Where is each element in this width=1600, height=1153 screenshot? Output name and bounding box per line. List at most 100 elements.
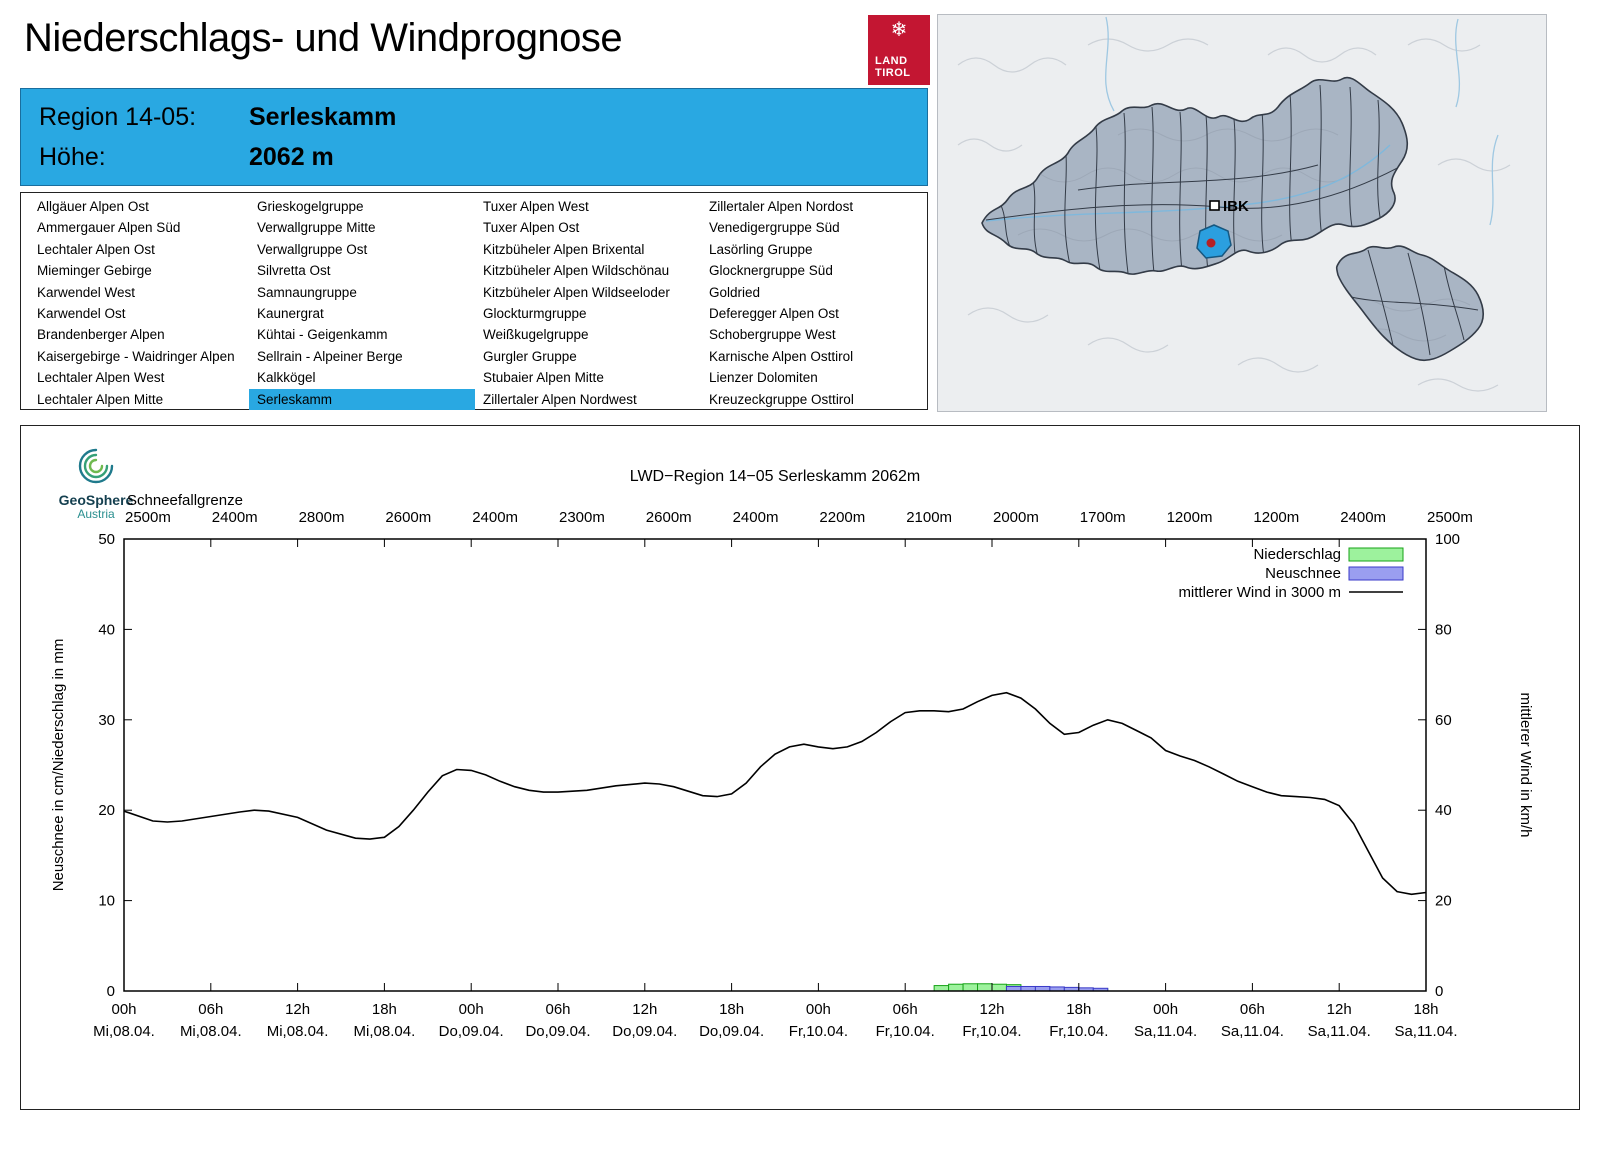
snowline-value: 1700m xyxy=(1080,509,1126,526)
y-left-axis-title: Neuschnee in cm/Niederschlag in mm xyxy=(50,639,67,892)
snowline-value: 2400m xyxy=(1340,509,1386,526)
region-list-item[interactable]: Kreuzeckgruppe Osttirol xyxy=(709,391,854,407)
snowline-value: 1200m xyxy=(1253,509,1299,526)
x-tick-time-label: 00h xyxy=(111,1001,136,1018)
page-title: Niederschlags- und Windprognose xyxy=(24,16,623,60)
x-tick-date-label: Sa,11.04. xyxy=(1134,1023,1197,1040)
region-list-item[interactable]: Kitzbüheler Alpen Brixental xyxy=(483,241,645,257)
region-list-item[interactable]: Venedigergruppe Süd xyxy=(709,220,840,236)
map-region-north-tirol[interactable] xyxy=(981,76,1409,275)
region-column-1: Allgäuer Alpen Ost Ammergauer Alpen Süd Le… xyxy=(29,196,249,409)
region-list-item[interactable]: Lechtaler Alpen Mitte xyxy=(37,391,164,407)
region-list-item[interactable]: Kaisergebirge - Waidringer Alpen xyxy=(37,348,235,364)
region-list-item[interactable]: Serleskamm xyxy=(249,388,475,410)
map-hillshade xyxy=(997,128,1351,242)
region-list-item[interactable]: Brandenberger Alpen xyxy=(37,327,165,343)
geosphere-spiral-icon xyxy=(78,448,114,484)
y-right-tick-label: 0 xyxy=(1435,983,1443,1000)
elevation-value: 2062 m xyxy=(249,143,334,171)
region-list-item[interactable]: Kitzbüheler Alpen Wildseeloder xyxy=(483,284,670,300)
region-list-item[interactable]: Zillertaler Alpen Nordwest xyxy=(483,391,637,407)
region-list-item[interactable]: Karwendel West xyxy=(37,284,136,300)
region-list-item[interactable]: Karnische Alpen Osttirol xyxy=(709,348,854,364)
legend-swatch xyxy=(1348,547,1404,562)
region-list-item[interactable]: Kitzbüheler Alpen Wildschönau xyxy=(483,263,670,279)
region-list-item[interactable]: Weißkugelgruppe xyxy=(483,327,589,343)
x-tick-time-label: 00h xyxy=(459,1001,484,1018)
snowline-value: 2800m xyxy=(299,509,345,526)
region-list-item[interactable]: Kaunergrat xyxy=(257,305,324,321)
x-tick-date-label: Do,09.04. xyxy=(699,1023,764,1040)
x-tick-date-label: Fr,10.04. xyxy=(876,1023,935,1040)
region-list-item[interactable]: Lechtaler Alpen Ost xyxy=(37,241,155,257)
region-list-item[interactable]: Sellrain - Alpeiner Berge xyxy=(257,348,403,364)
region-list-item[interactable]: Mieminger Gebirge xyxy=(37,263,152,279)
x-tick-time-label: 12h xyxy=(632,1001,657,1018)
region-list-item[interactable]: Verwallgruppe Ost xyxy=(257,241,368,257)
region-info-box: Region 14-05: Serleskamm Höhe: 2062 m xyxy=(20,88,928,186)
region-list-item[interactable]: Tuxer Alpen West xyxy=(483,199,589,214)
region-list-item[interactable]: Lasörling Gruppe xyxy=(709,241,813,257)
x-tick-time-label: 06h xyxy=(545,1001,570,1018)
region-list-item[interactable]: Tuxer Alpen Ost xyxy=(483,220,580,236)
region-list-item[interactable]: Goldried xyxy=(709,284,761,300)
x-tick-time-label: 06h xyxy=(198,1001,223,1018)
region-list-item[interactable]: Karwendel Ost xyxy=(37,305,126,321)
region-list: Allgäuer Alpen Ost Ammergauer Alpen Süd Le… xyxy=(29,196,927,410)
x-tick-time-label: 06h xyxy=(1240,1001,1265,1018)
region-list-item[interactable]: Ammergauer Alpen Süd xyxy=(37,220,181,236)
x-tick-date-label: Fr,10.04. xyxy=(789,1023,848,1040)
region-list-item[interactable]: Glockturmgruppe xyxy=(483,305,587,321)
map-station-dot xyxy=(1206,238,1216,248)
tirol-region-map[interactable]: IBK xyxy=(937,14,1547,412)
map-ibk-marker xyxy=(1209,200,1220,211)
y-left-tick-label: 50 xyxy=(98,531,115,548)
x-tick-date-label: Sa,11.04. xyxy=(1308,1023,1371,1040)
region-column-3: Tuxer Alpen West Tuxer Alpen Ost Kitzbühel… xyxy=(475,196,701,409)
y-right-tick-label: 60 xyxy=(1435,712,1452,729)
region-list-item[interactable]: Lienzer Dolomiten xyxy=(709,370,818,386)
y-right-tick-label: 80 xyxy=(1435,621,1452,638)
x-tick-time-label: 06h xyxy=(893,1001,918,1018)
snowline-value: 2300m xyxy=(559,509,605,526)
region-list-item[interactable]: Deferegger Alpen Ost xyxy=(709,305,839,321)
region-list-item[interactable]: Silvretta Ost xyxy=(257,263,331,279)
region-list-item[interactable]: Kalkkögel xyxy=(257,370,316,386)
x-tick-date-label: Mi,08.04. xyxy=(180,1023,242,1040)
x-tick-time-label: 12h xyxy=(979,1001,1004,1018)
region-list-item[interactable]: Kühtai - Geigenkamm xyxy=(257,327,388,343)
region-list-item[interactable]: Zillertaler Alpen Nordost xyxy=(709,199,854,214)
y-left-tick-label: 20 xyxy=(98,802,115,819)
y-left-tick-label: 0 xyxy=(107,983,115,1000)
region-list-box: Allgäuer Alpen Ost Ammergauer Alpen Süd Le… xyxy=(20,192,928,410)
snowline-value: 2000m xyxy=(993,509,1039,526)
y-right-tick-label: 100 xyxy=(1435,531,1460,548)
region-list-item[interactable]: Gurgler Gruppe xyxy=(483,348,577,364)
x-tick-time-label: 18h xyxy=(372,1001,397,1018)
snowline-label: Schneefallgrenze xyxy=(127,492,243,509)
map-inn-river xyxy=(985,144,1391,222)
x-tick-date-label: Do,09.04. xyxy=(439,1023,504,1040)
x-tick-time-label: 18h xyxy=(1413,1001,1438,1018)
region-list-item[interactable]: Lechtaler Alpen West xyxy=(37,370,165,386)
y-left-tick-label: 40 xyxy=(98,621,115,638)
region-list-item[interactable]: Glocknergruppe Süd xyxy=(709,263,833,279)
region-list-item[interactable]: Allgäuer Alpen Ost xyxy=(37,199,149,214)
region-list-item[interactable]: Grieskogelgruppe xyxy=(257,199,364,214)
region-list-item[interactable]: Stubaier Alpen Mitte xyxy=(483,370,604,386)
map-svg: IBK xyxy=(938,15,1546,411)
niederschlag-bar xyxy=(977,983,993,992)
region-value: Serleskamm xyxy=(249,103,397,131)
geosphere-sub: Austria xyxy=(77,507,115,521)
region-list-item[interactable]: Samnaungruppe xyxy=(257,284,357,300)
snowline-value: 2200m xyxy=(819,509,865,526)
x-tick-date-label: Do,09.04. xyxy=(612,1023,677,1040)
legend-label: Niederschlag xyxy=(1253,546,1341,563)
region-list-item[interactable]: Verwallgruppe Mitte xyxy=(257,220,376,236)
x-tick-time-label: 00h xyxy=(806,1001,831,1018)
region-list-item[interactable]: Schobergruppe West xyxy=(709,327,836,343)
land-tirol-logo: ❄ LAND TIROL xyxy=(868,15,930,85)
geosphere-name: GeoSphere xyxy=(58,492,134,508)
x-tick-date-label: Do,09.04. xyxy=(525,1023,590,1040)
elevation-label: Höhe: xyxy=(39,143,106,171)
